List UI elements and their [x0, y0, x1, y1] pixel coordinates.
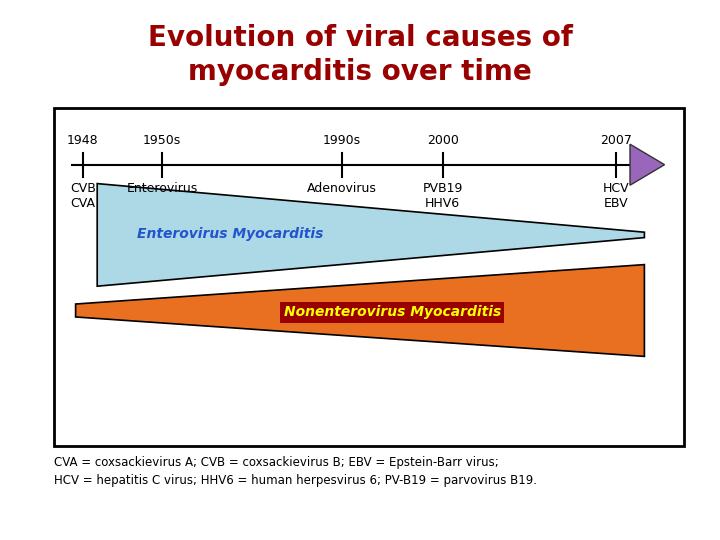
Polygon shape	[76, 265, 644, 356]
Text: 2007: 2007	[600, 134, 631, 147]
Text: 1990s: 1990s	[323, 134, 361, 147]
Text: Adenovirus: Adenovirus	[307, 182, 377, 195]
Polygon shape	[97, 184, 644, 286]
Text: 1950s: 1950s	[143, 134, 181, 147]
Text: HCV
EBV: HCV EBV	[603, 182, 629, 210]
Text: Evolution of viral causes of
myocarditis over time: Evolution of viral causes of myocarditis…	[148, 24, 572, 86]
Polygon shape	[630, 144, 665, 185]
Text: Enterovirus: Enterovirus	[127, 182, 197, 195]
Text: Enterovirus Myocarditis: Enterovirus Myocarditis	[137, 227, 323, 241]
Text: PVB19
HHV6: PVB19 HHV6	[423, 182, 463, 210]
Text: CVA = coxsackievirus A; CVB = coxsackievirus B; EBV = Epstein-Barr virus;
HCV = : CVA = coxsackievirus A; CVB = coxsackiev…	[54, 456, 537, 487]
Text: 1948: 1948	[67, 134, 99, 147]
Text: 2000: 2000	[427, 134, 459, 147]
Text: Nonenterovirus Myocarditis: Nonenterovirus Myocarditis	[284, 305, 501, 319]
Bar	[54, 108, 684, 446]
Text: CVB
CVA: CVB CVA	[70, 182, 96, 210]
